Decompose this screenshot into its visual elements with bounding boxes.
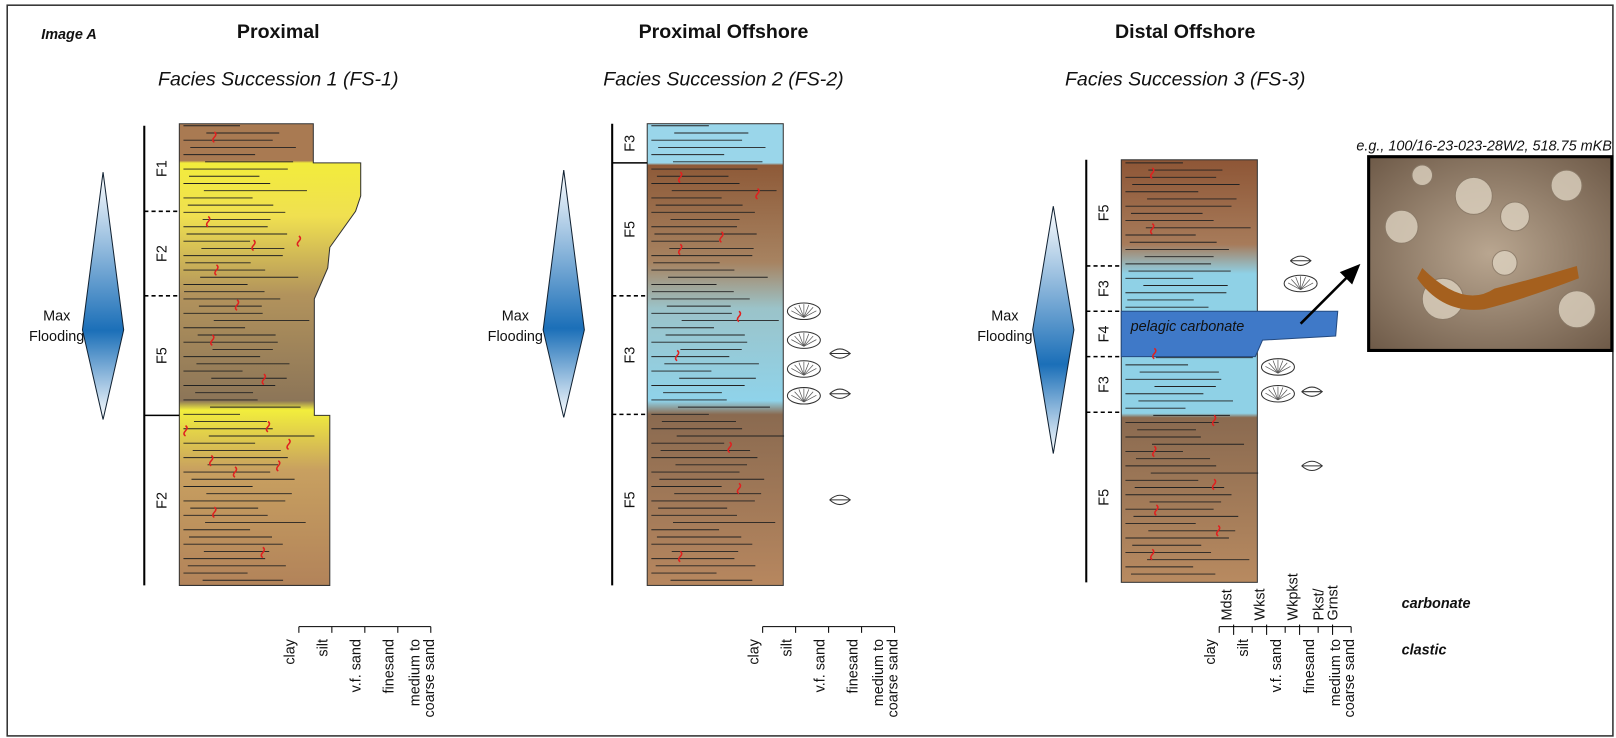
flooding-diamond bbox=[1033, 206, 1074, 453]
column-subtitle: Facies Succession 1 (FS-1) bbox=[158, 69, 398, 91]
carbonate-label: carbonate bbox=[1402, 596, 1471, 612]
facies-label: F3 bbox=[623, 347, 639, 364]
carbonate-scale-label: Wkpkst bbox=[1286, 573, 1302, 620]
scale-label: coarse sand bbox=[422, 639, 438, 717]
scale-label: v.f. sand bbox=[812, 639, 828, 692]
facies-label: F5 bbox=[155, 347, 171, 364]
flooding-label: Flooding bbox=[488, 329, 543, 345]
facies-label: F5 bbox=[1097, 204, 1113, 221]
facies-label: F3 bbox=[623, 135, 639, 152]
fossil-shell bbox=[1290, 256, 1311, 265]
scale-label: finesand bbox=[382, 639, 398, 693]
carbonate-scale-label: Mdst bbox=[1220, 589, 1236, 620]
flooding-label: Flooding bbox=[29, 329, 84, 345]
facies-label: F5 bbox=[1097, 489, 1113, 506]
column-title: Proximal bbox=[237, 21, 320, 43]
fossil-shell bbox=[1302, 387, 1323, 396]
photo-caption: e.g., 100/16-23-023-28W2, 518.75 mKB bbox=[1356, 139, 1612, 155]
facies-label: F2 bbox=[155, 492, 171, 509]
scale-label: v.f. sand bbox=[349, 639, 365, 692]
scale-label: clay bbox=[283, 638, 299, 664]
figure: Image A Proximal Proximal Offshore Dista… bbox=[0, 0, 1616, 738]
scale-label: clay bbox=[747, 638, 763, 664]
scale-label: finesand bbox=[845, 639, 861, 693]
scale-label: clay bbox=[1203, 638, 1219, 664]
carbonate-scale-label: Grnst bbox=[1326, 585, 1342, 620]
carbonate-scale-label: Wkst bbox=[1253, 588, 1269, 620]
facies-label: F1 bbox=[155, 160, 171, 177]
scale-label: coarse sand bbox=[1342, 639, 1358, 717]
fossil-shell bbox=[830, 389, 851, 398]
column-subtitle: Facies Succession 3 (FS-3) bbox=[1065, 69, 1305, 91]
scale-label: coarse sand bbox=[886, 639, 902, 717]
log-column bbox=[1121, 160, 1257, 583]
column-title: Distal Offshore bbox=[1115, 21, 1255, 43]
column-title: Proximal Offshore bbox=[639, 21, 809, 43]
flooding-label: Max bbox=[502, 309, 530, 325]
image-label: Image A bbox=[41, 27, 97, 43]
fossil-shell bbox=[830, 349, 851, 358]
scale-label: silt bbox=[780, 639, 796, 657]
facies-label: F4 bbox=[1097, 326, 1113, 343]
facies-label: F5 bbox=[623, 491, 639, 508]
column-subtitle: Facies Succession 2 (FS-2) bbox=[603, 69, 843, 91]
scale-label: silt bbox=[1236, 639, 1252, 657]
flooding-diamond bbox=[82, 172, 123, 419]
scale-label: silt bbox=[316, 639, 332, 657]
pelagic-label: pelagic carbonate bbox=[1130, 319, 1245, 335]
scale-label: v.f. sand bbox=[1269, 639, 1285, 692]
flooding-diamond bbox=[543, 170, 584, 417]
facies-label: F2 bbox=[155, 245, 171, 262]
clastic-label: clastic bbox=[1402, 642, 1447, 658]
fossil-shell bbox=[830, 495, 851, 504]
log-column bbox=[647, 124, 783, 586]
flooding-label: Max bbox=[43, 309, 71, 325]
flooding-label: Flooding bbox=[977, 329, 1032, 345]
facies-label: F3 bbox=[1097, 280, 1113, 297]
facies-label: F5 bbox=[623, 221, 639, 238]
facies-label: F3 bbox=[1097, 376, 1113, 393]
scale-label: finesand bbox=[1302, 639, 1318, 693]
flooding-label: Max bbox=[991, 309, 1019, 325]
fossil-shell bbox=[1302, 461, 1323, 470]
log-column bbox=[179, 124, 360, 586]
